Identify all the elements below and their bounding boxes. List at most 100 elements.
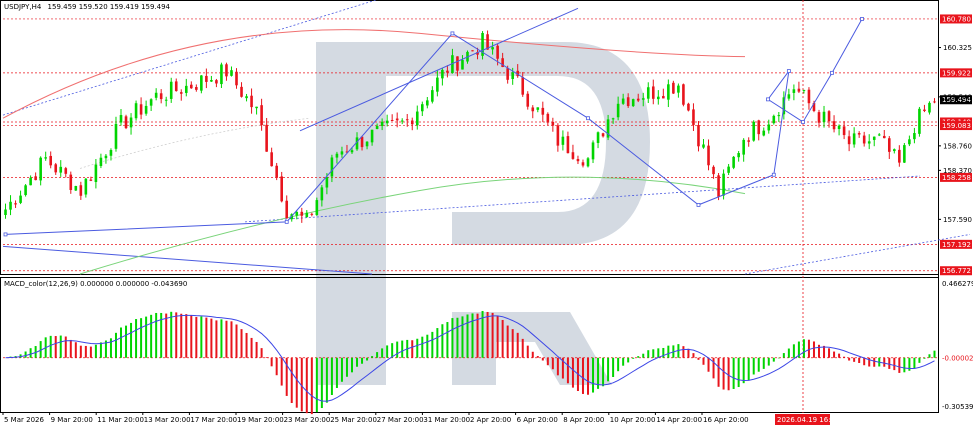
price-tick-label: 158.370 bbox=[943, 167, 972, 175]
candle-body bbox=[109, 150, 113, 156]
candle-body bbox=[621, 98, 625, 104]
candle-body bbox=[862, 135, 866, 144]
candle-body bbox=[511, 72, 514, 80]
candle-body bbox=[797, 88, 801, 92]
time-highlight-label: 2026.04.19 16:00 bbox=[777, 416, 839, 424]
wave-node bbox=[801, 120, 805, 124]
time-tick-label: 17 Mar 20:00 bbox=[190, 416, 237, 424]
candle-body bbox=[94, 164, 98, 183]
symbol-label: USDJPY,H4 bbox=[4, 3, 42, 11]
candle-body bbox=[882, 135, 886, 139]
symbol-header: USDJPY,H4 159.459 159.520 159.419 159.49… bbox=[4, 3, 171, 11]
candle-body bbox=[601, 133, 605, 137]
candle-body bbox=[827, 111, 831, 122]
candle-body bbox=[471, 50, 474, 52]
price-scale: 160.325 159.540 158.760 158.370 157.590 bbox=[938, 44, 972, 224]
candle-body bbox=[702, 144, 705, 148]
candle-body bbox=[556, 125, 560, 146]
wave-node bbox=[766, 97, 770, 102]
candle-body bbox=[923, 109, 926, 112]
candle-body bbox=[586, 158, 590, 167]
candle-body bbox=[737, 153, 740, 158]
level-tag bbox=[940, 121, 972, 131]
time-tick-label: 14 Apr 20:00 bbox=[656, 416, 702, 424]
candle-body bbox=[732, 156, 735, 168]
candle-body bbox=[847, 136, 851, 145]
candle-body bbox=[74, 185, 78, 191]
candle-body bbox=[139, 104, 143, 115]
time-tick-label: 9 Mar 20:00 bbox=[51, 416, 93, 424]
candle-body bbox=[104, 155, 108, 159]
candle-body bbox=[486, 34, 489, 50]
candle-body bbox=[657, 96, 660, 100]
candle-body bbox=[350, 150, 354, 153]
candle-body bbox=[89, 179, 93, 181]
candle-body bbox=[190, 84, 193, 89]
wave-node bbox=[830, 70, 834, 75]
candle-body bbox=[129, 117, 133, 128]
candle-body bbox=[4, 209, 7, 215]
wave-forecast bbox=[3, 7, 864, 237]
candle-body bbox=[636, 98, 640, 101]
time-tick-label: 23 Mar 20:00 bbox=[284, 416, 331, 424]
time-tick-label: 27 Mar 20:00 bbox=[377, 416, 424, 424]
candle-body bbox=[14, 203, 17, 205]
level-tag bbox=[940, 239, 972, 249]
candle-body bbox=[441, 69, 444, 79]
candle-body bbox=[154, 92, 158, 98]
candle-body bbox=[415, 111, 419, 126]
candle-body bbox=[310, 213, 314, 215]
candle-body bbox=[867, 141, 871, 144]
candle-body bbox=[772, 115, 776, 124]
candle-body bbox=[526, 93, 530, 107]
wave-node bbox=[3, 232, 8, 237]
watermark-p-shape bbox=[316, 42, 650, 385]
candle-body bbox=[410, 120, 414, 125]
candle-body bbox=[893, 149, 896, 152]
candle-body bbox=[280, 176, 283, 202]
candle-body bbox=[551, 121, 555, 126]
candle-body bbox=[245, 96, 248, 99]
candle-body bbox=[99, 157, 103, 166]
level-label: 156.772 bbox=[942, 267, 971, 275]
level-label: 160.780 bbox=[942, 15, 971, 23]
candle-body bbox=[928, 102, 931, 113]
candle-body bbox=[918, 108, 921, 134]
candle-body bbox=[325, 177, 329, 188]
candle-body bbox=[767, 124, 771, 131]
candle-body bbox=[240, 86, 243, 97]
candle-body bbox=[144, 105, 148, 114]
time-tick-label: 8 Apr 20:00 bbox=[563, 416, 604, 424]
candle-body bbox=[606, 119, 610, 138]
candle-body bbox=[69, 174, 73, 190]
time-tick-label: 10 Apr 20:00 bbox=[610, 416, 656, 424]
candle-body bbox=[496, 45, 499, 59]
candle-body bbox=[903, 145, 906, 163]
candle-body bbox=[195, 87, 198, 90]
candle-body bbox=[44, 157, 47, 159]
candle-body bbox=[54, 164, 58, 173]
candle-body bbox=[677, 85, 680, 93]
candle-body bbox=[375, 125, 379, 130]
candle-body bbox=[360, 136, 364, 148]
candle-body bbox=[34, 176, 37, 181]
candle-body bbox=[390, 119, 394, 121]
candle-body bbox=[270, 152, 273, 167]
candle-body bbox=[626, 97, 630, 107]
candle-body bbox=[179, 92, 183, 94]
candle-body bbox=[787, 94, 791, 99]
macd-current-label: -0.000026 bbox=[942, 354, 973, 362]
level-tag bbox=[940, 68, 972, 78]
moving-average-slow bbox=[2, 29, 746, 119]
candle-body bbox=[446, 70, 449, 73]
candle-body bbox=[215, 80, 218, 84]
candles bbox=[4, 30, 936, 223]
candle-body bbox=[225, 64, 228, 77]
wave-node bbox=[786, 69, 791, 73]
candle-body bbox=[476, 52, 479, 55]
level-label: 158.258 bbox=[942, 174, 971, 182]
candle-body bbox=[385, 120, 389, 124]
candle-body bbox=[832, 121, 836, 130]
candle-body bbox=[345, 151, 349, 153]
